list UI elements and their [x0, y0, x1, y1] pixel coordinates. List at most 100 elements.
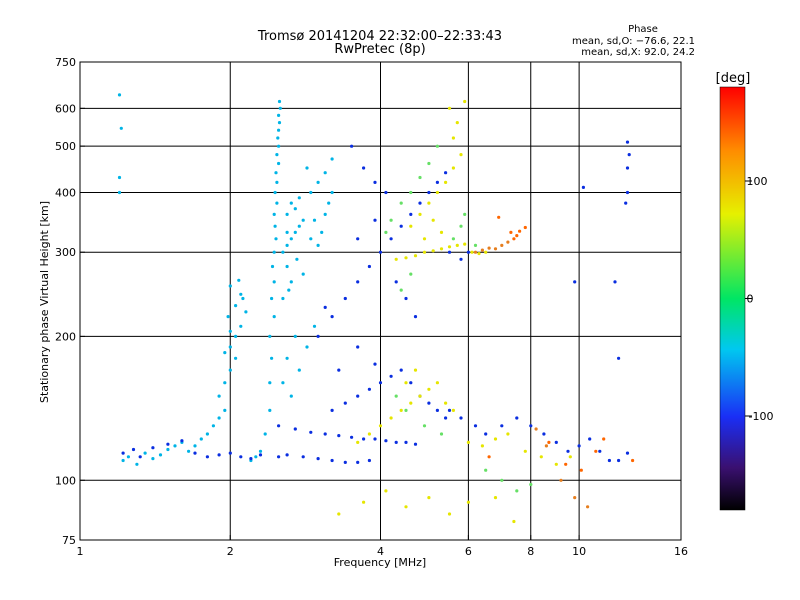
- data-point: [281, 381, 285, 385]
- data-point: [384, 230, 388, 234]
- data-point: [297, 196, 301, 200]
- data-point: [529, 482, 533, 487]
- data-point: [193, 451, 197, 455]
- data-point: [289, 394, 293, 398]
- data-point: [239, 292, 243, 296]
- data-point: [117, 175, 122, 180]
- stats-heading: Phase: [628, 24, 658, 35]
- data-point: [305, 166, 309, 170]
- data-point: [554, 462, 558, 466]
- data-point: [404, 381, 408, 385]
- data-point: [447, 512, 452, 516]
- data-point: [427, 401, 431, 405]
- data-point: [413, 254, 418, 258]
- data-point: [444, 416, 448, 420]
- stats-line-o: mean, sd,O: −76.6, 22.1: [572, 36, 695, 47]
- data-point: [515, 489, 519, 493]
- y-tick-label: 100: [55, 474, 76, 487]
- data-point: [373, 437, 377, 441]
- data-point: [285, 453, 289, 457]
- data-point: [413, 315, 418, 319]
- data-point: [473, 243, 478, 247]
- colorbar-tick-label: 0: [747, 293, 754, 306]
- data-point: [459, 153, 463, 157]
- data-point: [350, 435, 354, 439]
- data-point: [625, 190, 630, 195]
- data-point: [477, 252, 481, 256]
- data-point: [435, 381, 439, 385]
- data-point: [500, 243, 504, 247]
- data-point: [459, 257, 463, 261]
- data-point: [466, 250, 470, 254]
- data-point: [362, 166, 366, 170]
- data-point: [281, 296, 285, 301]
- data-point: [463, 212, 467, 216]
- data-point: [151, 446, 155, 450]
- data-point: [205, 432, 209, 436]
- data-point: [418, 394, 422, 398]
- data-point: [285, 230, 289, 234]
- data-point: [316, 243, 320, 247]
- data-point: [404, 256, 408, 260]
- data-point: [427, 387, 431, 391]
- data-point: [439, 432, 444, 436]
- y-axis-label: Stationary phase Virtual Height [km]: [38, 201, 51, 403]
- data-point: [399, 288, 403, 292]
- data-point: [228, 345, 232, 349]
- data-point: [404, 505, 408, 509]
- data-point: [277, 99, 282, 104]
- data-point: [249, 457, 253, 461]
- data-point: [217, 453, 221, 457]
- colorbar-label: [deg]: [716, 71, 751, 86]
- data-point: [285, 264, 289, 269]
- data-point: [384, 489, 388, 493]
- data-point: [581, 185, 586, 189]
- data-point: [399, 368, 403, 372]
- data-point: [138, 455, 142, 459]
- data-point: [367, 432, 371, 436]
- data-point: [223, 351, 227, 355]
- data-point: [330, 157, 334, 161]
- data-point: [330, 190, 334, 195]
- data-point: [278, 106, 282, 110]
- data-point: [625, 166, 630, 170]
- data-point: [274, 237, 278, 241]
- data-point: [356, 460, 360, 464]
- colorbar: [719, 86, 746, 511]
- data-point: [270, 296, 274, 301]
- data-point: [258, 453, 263, 457]
- data-point: [121, 458, 125, 463]
- data-point: [367, 387, 371, 391]
- data-point: [435, 180, 439, 184]
- data-point: [239, 455, 243, 459]
- data-point: [337, 434, 341, 438]
- data-point: [422, 424, 427, 428]
- data-point: [554, 440, 558, 444]
- data-point: [330, 458, 334, 463]
- data-point: [285, 356, 289, 360]
- data-point: [277, 455, 281, 459]
- data-point: [274, 171, 278, 175]
- data-point: [309, 430, 313, 434]
- data-point: [367, 264, 371, 269]
- data-point: [500, 424, 504, 428]
- data-point: [389, 416, 393, 420]
- data-point: [439, 230, 444, 234]
- data-point: [427, 161, 431, 166]
- data-point: [459, 224, 463, 228]
- data-point: [404, 408, 408, 412]
- data-point: [566, 449, 570, 453]
- data-point: [312, 218, 317, 222]
- data-point: [409, 401, 413, 405]
- data-point: [337, 368, 341, 372]
- colorbar-tick-label: 100: [747, 175, 768, 188]
- data-point: [573, 496, 577, 500]
- data-point: [244, 310, 248, 314]
- data-point: [126, 455, 130, 459]
- data-point: [394, 280, 398, 284]
- data-point: [239, 324, 243, 328]
- data-point: [588, 437, 592, 441]
- data-point: [399, 224, 403, 228]
- data-point: [470, 250, 474, 254]
- data-point: [512, 237, 516, 241]
